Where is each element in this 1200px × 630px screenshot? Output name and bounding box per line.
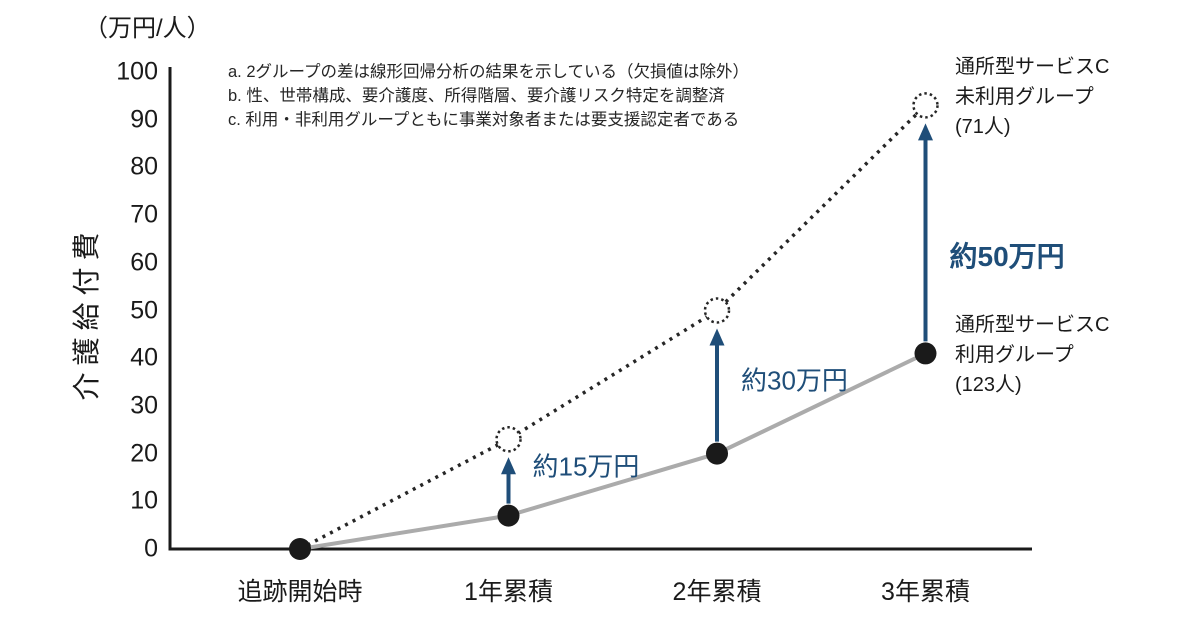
- y-tick-label: 40: [130, 343, 158, 372]
- axes: [168, 67, 1032, 551]
- series-label-unused-group: 通所型サービスC 未利用グループ (71人): [955, 52, 1109, 142]
- series-label-used-line1: 通所型サービスC: [955, 314, 1110, 336]
- difference-arrow-head: [709, 328, 725, 346]
- footnote-a: a. 2グループの差は線形回帰分析の結果を示している（欠損値は除外）: [228, 63, 750, 81]
- data-point-unused-group: [703, 297, 731, 324]
- y-tick-label: 100: [116, 57, 158, 86]
- x-tick-year1: 1年累積: [464, 578, 553, 606]
- footnotes: a. 2グループの差は線形回帰分析の結果を示している（欠損値は除外） b. 性、…: [228, 60, 749, 132]
- difference-arrow-head: [918, 123, 933, 141]
- difference-label-year3: 約50万円: [949, 241, 1065, 273]
- y-tick-label: 90: [130, 105, 158, 134]
- y-tick-label: 20: [130, 439, 158, 468]
- y-axis-unit-label: （万円/人）: [84, 15, 211, 42]
- x-tick-baseline: 追跡開始時: [237, 578, 363, 606]
- y-tick-label: 80: [130, 152, 158, 181]
- x-tick-year2: 2年累積: [672, 578, 762, 606]
- data-point-used-group: [706, 442, 728, 465]
- data-point-origin: [289, 538, 311, 560]
- y-tick-label: 50: [130, 296, 158, 324]
- data-point-used-group: [914, 342, 937, 365]
- data-point-used-group: [497, 504, 520, 527]
- y-tick-label: 10: [130, 486, 158, 515]
- x-tick-year3: 3年累積: [881, 578, 970, 606]
- y-tick-label: 30: [130, 391, 158, 420]
- line-used-group: [299, 351, 927, 551]
- series-label-used-count: (123人): [955, 374, 1022, 396]
- difference-arrow-head: [501, 457, 516, 475]
- series-label-used-group: 通所型サービスC 利用グループ (123人): [955, 310, 1109, 400]
- data-point-unused-group: [912, 92, 939, 119]
- y-tick-label: 70: [130, 200, 158, 229]
- line-unused-group: [299, 104, 927, 551]
- series-label-unused-line1: 通所型サービスC: [955, 56, 1110, 78]
- difference-label-year2: 約30万円: [741, 365, 848, 396]
- footnote-c: c. 利用・非利用グループともに事業対象者または要支援認定者である: [228, 111, 740, 129]
- series-label-unused-count: (71人): [955, 116, 1011, 138]
- data-point-unused-group: [495, 426, 522, 453]
- y-tick-label: 0: [144, 534, 158, 563]
- footnote-b: b. 性、世帯構成、要介護度、所得階層、要介護リスク特定を調整済: [228, 87, 725, 105]
- series-label-unused-line2: 未利用グループ: [955, 86, 1094, 108]
- difference-label-year1: 約15万円: [532, 451, 640, 482]
- y-tick-label: 60: [130, 248, 158, 277]
- series-label-used-line2: 利用グループ: [955, 344, 1074, 366]
